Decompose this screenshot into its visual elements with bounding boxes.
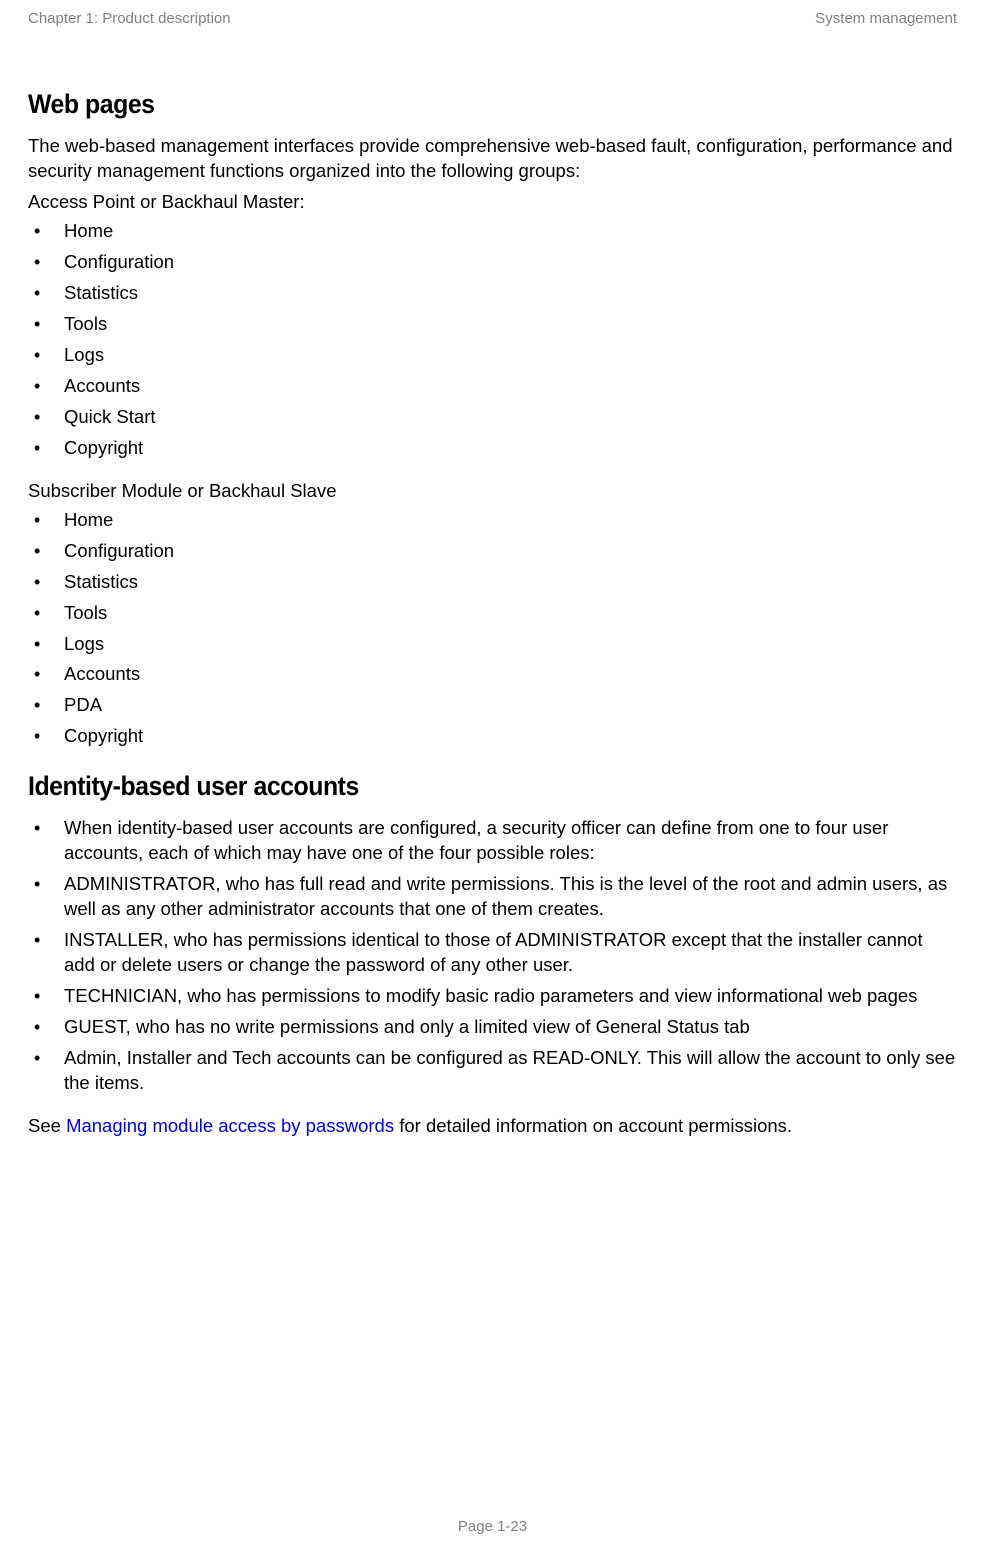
see-also-post: for detailed information on account perm… [394,1115,792,1136]
list-item: Quick Start [28,405,957,430]
list-item: Admin, Installer and Tech accounts can b… [28,1046,957,1096]
header-left: Chapter 1: Product description [28,10,231,27]
list-item: Statistics [28,570,957,595]
list-item: Tools [28,312,957,337]
list-item: Statistics [28,281,957,306]
list-item: Home [28,219,957,244]
see-also: See Managing module access by passwords … [28,1114,957,1139]
document-page: Chapter 1: Product description System ma… [0,0,985,1555]
ap-master-list: Home Configuration Statistics Tools Logs… [28,219,957,461]
list-item: Configuration [28,539,957,564]
list-item: Home [28,508,957,533]
list-item: Copyright [28,724,957,749]
list-item: When identity-based user accounts are co… [28,816,957,866]
page-footer: Page 1-23 [0,1518,985,1535]
see-also-pre: See [28,1115,66,1136]
web-pages-intro: The web-based management interfaces prov… [28,134,957,184]
list-item: Accounts [28,662,957,687]
list-item: Logs [28,343,957,368]
heading-identity-accounts: Identity-based user accounts [28,771,883,802]
ap-master-label: Access Point or Backhaul Master: [28,190,957,215]
heading-web-pages: Web pages [28,89,883,120]
list-item: Accounts [28,374,957,399]
list-item: GUEST, who has no write permissions and … [28,1015,957,1040]
list-item: Copyright [28,436,957,461]
list-item: TECHNICIAN, who has permissions to modif… [28,984,957,1009]
xref-managing-passwords[interactable]: Managing module access by passwords [66,1115,394,1136]
sm-slave-list: Home Configuration Statistics Tools Logs… [28,508,957,750]
running-header: Chapter 1: Product description System ma… [28,10,957,27]
list-item: Logs [28,632,957,657]
sm-slave-label: Subscriber Module or Backhaul Slave [28,479,957,504]
list-item: INSTALLER, who has permissions identical… [28,928,957,978]
roles-list: When identity-based user accounts are co… [28,816,957,1096]
list-item: ADMINISTRATOR, who has full read and wri… [28,872,957,922]
list-item: Configuration [28,250,957,275]
header-right: System management [815,10,957,27]
list-item: PDA [28,693,957,718]
list-item: Tools [28,601,957,626]
page-number: Page 1-23 [458,1518,527,1535]
